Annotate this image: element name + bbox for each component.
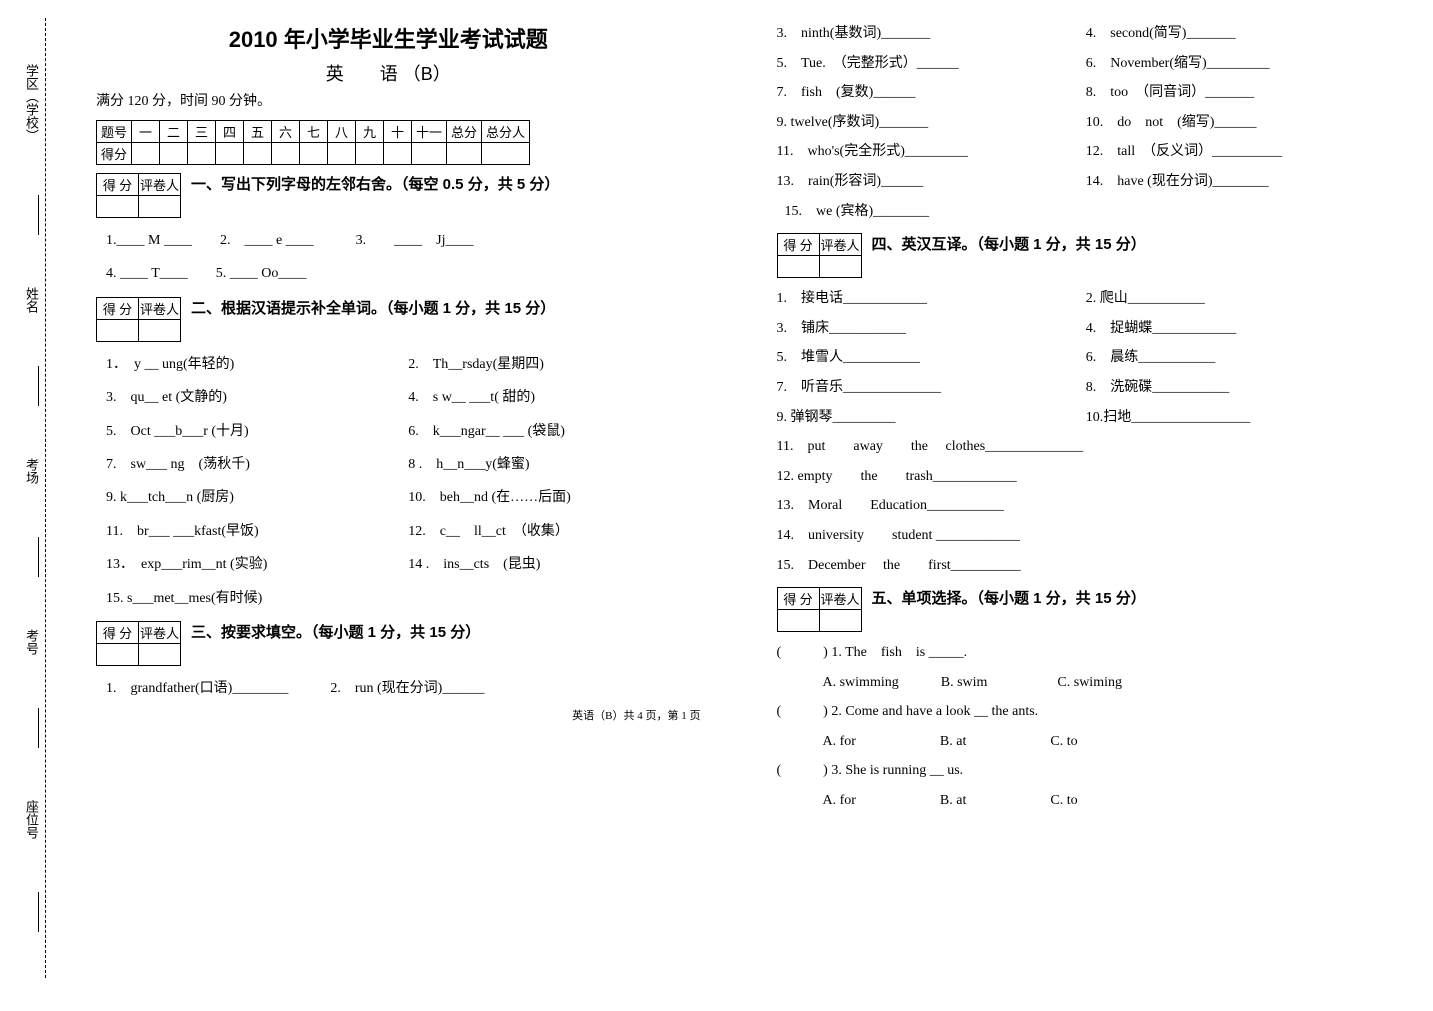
q-item: 9. twelve(序数词)_______ xyxy=(777,110,1086,137)
q-item: 11. put away the clothes______________ xyxy=(777,434,1396,461)
q-line: 1. grandfather(口语)________ 2. run (现在分词)… xyxy=(106,674,711,703)
q-item: 3. 铺床___________ xyxy=(777,316,1086,343)
q-item: 7. fish (复数)______ xyxy=(777,80,1086,107)
left-column: 2010 年小学毕业生学业考试试题 英 语 （B） 满分 120 分，时间 90… xyxy=(46,18,731,993)
q-item: 4. s w__ ___t( 甜的) xyxy=(408,383,710,412)
q-item: 15. December the first__________ xyxy=(777,553,1396,580)
right-column: 3. ninth(基数词)_______4. second(简写)_______… xyxy=(731,18,1416,993)
q-line: 4. ____ T____ 5. ____ Oo____ xyxy=(106,259,711,288)
q-item: 2. Th__rsday(星期四) xyxy=(408,350,710,379)
q-item: 9. 弹钢琴_________ xyxy=(777,405,1086,432)
page-footer: 英语（B）共 4 页，第 1 页 xyxy=(66,707,711,723)
page: 2010 年小学毕业生学业考试试题 英 语 （B） 满分 120 分，时间 90… xyxy=(46,18,1415,993)
q-item: 8. 洗碗碟___________ xyxy=(1086,375,1395,402)
section-2-title: 二、根据汉语提示补全单词。（每小题 1 分，共 15 分） xyxy=(191,297,555,318)
q-item: 14 . ins__cts (昆虫) xyxy=(408,550,710,579)
score-box: 得 分评卷人 二、根据汉语提示补全单词。（每小题 1 分，共 15 分） xyxy=(96,297,711,342)
section-2-body: 1． y __ ung(年轻的)2. Th__rsday(星期四) 3. qu_… xyxy=(66,350,711,613)
mcq-options: A. swimming B. swim C. swiming xyxy=(823,670,1396,697)
side-label: 姓名 xyxy=(22,287,41,313)
timing-line: 满分 120 分，时间 90 分钟。 xyxy=(96,90,711,110)
q-item: 12. empty the trash____________ xyxy=(777,464,1396,491)
q-item: 15. s___met__mes(有时候) xyxy=(106,584,408,613)
side-label: 座位号 xyxy=(22,800,41,839)
q-item: 10. beh__nd (在……后面) xyxy=(408,483,710,512)
mcq-stem: ( ) 3. She is running __ us. xyxy=(777,758,1396,785)
table-row: 题号 一 二 三 四 五 六 七 八 九 十 十一 总分 总分人 xyxy=(97,121,530,143)
q-item: 8 . h__n___y(蜂蜜) xyxy=(408,450,710,479)
mcq-stem: ( ) 1. The fish is _____. xyxy=(777,640,1396,667)
q-item: 6. November(缩写)_________ xyxy=(1086,51,1395,78)
mcq-stem: ( ) 2. Come and have a look __ the ants. xyxy=(777,699,1396,726)
q-line: 15. we (宾格)________ xyxy=(785,199,1396,226)
q-item: 12. tall （反义词）__________ xyxy=(1086,139,1395,166)
exam-title: 2010 年小学毕业生学业考试试题 xyxy=(66,22,711,54)
q-item: 12. c__ ll__ct （收集） xyxy=(408,517,710,546)
score-box: 得 分评卷人 五、单项选择。（每小题 1 分，共 15 分） xyxy=(777,587,1396,632)
subject-line: 英 语 （B） xyxy=(66,60,711,86)
mcq-options: A. for B. at C. to xyxy=(823,729,1396,756)
score-box: 得 分评卷人 一、写出下列字母的左邻右舍。（每空 0.5 分，共 5 分） xyxy=(96,173,711,218)
side-label: 考场 xyxy=(22,458,41,484)
q-item: 3. ninth(基数词)_______ xyxy=(777,21,1086,48)
q-item: 5. 堆雪人___________ xyxy=(777,345,1086,372)
q-item: 8. too （同音词）_______ xyxy=(1086,80,1395,107)
q-item: 14. university student ____________ xyxy=(777,523,1396,550)
section-3-title: 三、按要求填空。（每小题 1 分，共 15 分） xyxy=(191,621,480,642)
q-item: 4. second(简写)_______ xyxy=(1086,21,1395,48)
section-1-title: 一、写出下列字母的左邻右舍。（每空 0.5 分，共 5 分） xyxy=(191,173,559,194)
q-item: 1. 接电话____________ xyxy=(777,286,1086,313)
score-box: 得 分评卷人 三、按要求填空。（每小题 1 分，共 15 分） xyxy=(96,621,711,666)
q-item: 11. who's(完全形式)_________ xyxy=(777,139,1086,166)
q-item: 1． y __ ung(年轻的) xyxy=(106,350,408,379)
q-item: 7. 听音乐______________ xyxy=(777,375,1086,402)
q-item: 13． exp___rim__nt (实验) xyxy=(106,550,408,579)
q-item: 13. Moral Education___________ xyxy=(777,493,1396,520)
section-5-title: 五、单项选择。（每小题 1 分，共 15 分） xyxy=(872,587,1146,608)
q-item: 14. have (现在分词)________ xyxy=(1086,169,1395,196)
table-row: 得分 xyxy=(97,143,530,165)
section-4-title: 四、英汉互译。（每小题 1 分，共 15 分） xyxy=(872,233,1146,254)
q-line: 1.____ M ____ 2. ____ e ____ 3. ____ Jj_… xyxy=(106,226,711,255)
q-item: 11. br___ ___kfast(早饭) xyxy=(106,517,408,546)
q-item: 10.扫地_________________ xyxy=(1086,405,1395,432)
q-item: 13. rain(形容词)______ xyxy=(777,169,1086,196)
mcq-options: A. for B. at C. to xyxy=(823,788,1396,815)
q-item: 3. qu__ et (文静的) xyxy=(106,383,408,412)
q-item: 9. k___tch___n (厨房) xyxy=(106,483,408,512)
q-item: 6. 晨练___________ xyxy=(1086,345,1395,372)
side-label-strip: 学区（学校） 姓名 考场 考号 座位号 xyxy=(18,18,46,978)
q-item: 7. sw___ ng (荡秋千) xyxy=(106,450,408,479)
side-label: 考号 xyxy=(22,629,41,655)
score-grid: 题号 一 二 三 四 五 六 七 八 九 十 十一 总分 总分人 得分 xyxy=(96,120,530,165)
side-label: 学区（学校） xyxy=(22,64,41,142)
q-item: 10. do not (缩写)______ xyxy=(1086,110,1395,137)
score-box: 得 分评卷人 四、英汉互译。（每小题 1 分，共 15 分） xyxy=(777,233,1396,278)
q-item xyxy=(408,584,710,613)
q-item: 2. 爬山___________ xyxy=(1086,286,1395,313)
q-item: 4. 捉蝴蝶____________ xyxy=(1086,316,1395,343)
q-item: 6. k___ngar__ ___ (袋鼠) xyxy=(408,417,710,446)
q-item: 5. Tue. （完整形式）______ xyxy=(777,51,1086,78)
q-item: 5. Oct ___b___r (十月) xyxy=(106,417,408,446)
